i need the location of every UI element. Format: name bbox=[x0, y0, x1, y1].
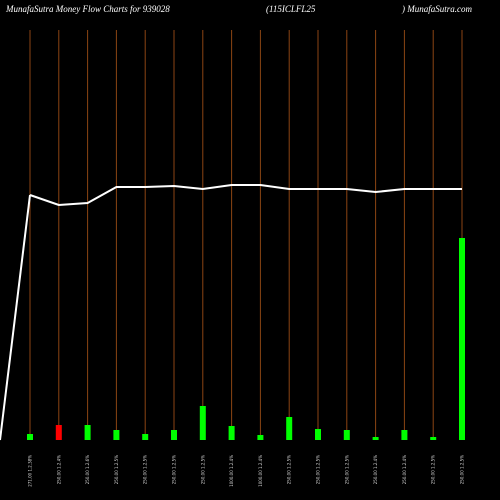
bar bbox=[228, 426, 235, 440]
money-flow-line bbox=[29, 184, 462, 207]
bar bbox=[430, 437, 437, 440]
chart-subtitle: (115ICLFL25 bbox=[266, 4, 316, 14]
bar bbox=[27, 434, 33, 440]
bar bbox=[142, 434, 149, 440]
chart-title: MunafaSutra Money Flow Charts for 939028 bbox=[5, 4, 170, 14]
x-tick-label: 250.00 1.2.5% bbox=[316, 455, 321, 484]
bar bbox=[343, 430, 350, 440]
x-tick-label: 250.00 1.2.4% bbox=[373, 455, 378, 484]
x-tick-label: 250.00 1.2.5% bbox=[460, 455, 465, 484]
x-tick-label: 250.00 1.2.5% bbox=[200, 455, 205, 484]
x-tick-label: 1000.00 1.2.4% bbox=[258, 455, 263, 487]
x-tick-label: 250.00 1.2.5% bbox=[344, 455, 349, 484]
x-tick-label: 250.00 1.2.5% bbox=[431, 455, 436, 484]
bar bbox=[113, 430, 120, 440]
bar bbox=[84, 425, 91, 440]
x-tick-label: 250.00 1.2.5% bbox=[287, 455, 292, 484]
bar bbox=[199, 406, 206, 440]
bar bbox=[171, 430, 177, 440]
x-tick-label: 250.00 1.2.4% bbox=[402, 455, 407, 484]
x-tick-label: 1000.00 1.2.4% bbox=[229, 455, 234, 487]
x-tick-label: 250.00 1.2.6% bbox=[85, 455, 90, 484]
bar bbox=[401, 430, 408, 440]
bar bbox=[372, 437, 379, 440]
x-tick-label: 250.00 1.2.4% bbox=[56, 455, 61, 484]
x-tick-label: 250.00 1.2.5% bbox=[143, 455, 148, 484]
bar bbox=[55, 425, 62, 440]
bar bbox=[459, 238, 465, 440]
bar bbox=[315, 429, 321, 440]
x-tick-label: 250.00 1.2.5% bbox=[114, 455, 119, 484]
bar bbox=[257, 435, 264, 440]
bar bbox=[286, 417, 293, 440]
line-lead-in bbox=[0, 194, 31, 441]
x-tick-label: 250.00 1.2.5% bbox=[172, 455, 177, 484]
x-tick-label: 271.00 1.2.38% bbox=[28, 455, 33, 487]
source: ) MunafaSutra.com bbox=[401, 4, 472, 14]
